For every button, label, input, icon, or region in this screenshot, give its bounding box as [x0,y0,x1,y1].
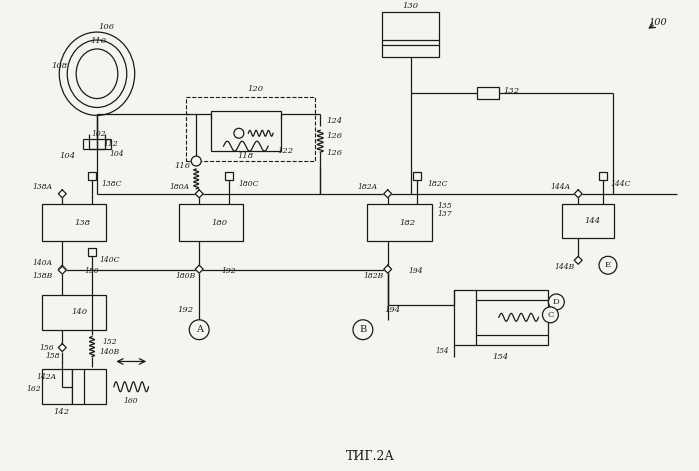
Text: 182: 182 [399,219,416,227]
Bar [382,12,439,57]
Text: 144A: 144A [550,183,570,191]
Text: 138C: 138C [101,180,122,188]
Text: ΤИГ.2А: ΤИГ.2А [345,450,394,463]
Text: 160: 160 [124,397,138,405]
Text: 126: 126 [326,149,343,157]
Bar [89,139,105,149]
Text: 192: 192 [178,306,194,314]
Bar [225,172,233,180]
Text: 140B: 140B [100,348,120,356]
Text: 150: 150 [85,267,99,275]
Polygon shape [384,190,391,198]
Bar [562,204,614,238]
Circle shape [189,320,209,340]
Bar [179,204,243,242]
Text: 140: 140 [71,309,87,317]
Text: 116: 116 [174,162,190,170]
Text: 102: 102 [92,130,106,138]
Text: A: A [196,325,203,334]
Text: 182C: 182C [427,180,447,188]
Text: 144: 144 [584,217,600,225]
Text: 100: 100 [648,17,667,27]
Circle shape [542,307,559,323]
Text: 142: 142 [54,408,70,416]
Text: 122: 122 [278,147,294,155]
Polygon shape [195,190,203,198]
Polygon shape [58,266,66,274]
Polygon shape [574,256,582,264]
Text: B: B [359,325,366,334]
Text: 124: 124 [326,117,343,125]
Bar [88,248,96,256]
Text: 126: 126 [326,132,343,140]
Text: 104: 104 [59,152,75,160]
Bar [88,172,96,180]
Text: 180C: 180C [238,180,259,188]
Text: 132: 132 [504,87,520,95]
Circle shape [549,294,564,310]
Bar [454,290,549,345]
Text: 144C: 144C [611,180,631,188]
Text: D: D [553,298,560,306]
Text: 180: 180 [211,219,227,227]
Text: 130: 130 [403,2,419,10]
Text: 104: 104 [110,150,124,158]
Text: 106: 106 [99,23,115,31]
Text: 182A: 182A [358,183,378,191]
Text: 192: 192 [222,267,236,275]
Text: 110: 110 [91,37,107,45]
Text: 180A: 180A [169,183,189,191]
Text: 194: 194 [408,267,423,275]
Text: 112: 112 [103,140,118,148]
Bar [599,172,607,180]
Text: 137: 137 [438,210,452,218]
Text: 135: 135 [438,202,452,210]
Text: E: E [605,261,611,269]
Polygon shape [195,265,203,273]
Bar [414,172,421,180]
Polygon shape [58,190,66,198]
Circle shape [192,156,201,166]
Text: C: C [547,311,554,319]
Bar [187,97,315,161]
Circle shape [599,256,617,274]
Polygon shape [58,265,66,273]
Text: 154: 154 [493,352,509,360]
Text: 152: 152 [103,338,117,346]
Circle shape [353,320,373,340]
Polygon shape [574,190,582,198]
Text: 118: 118 [238,152,254,160]
Text: 154: 154 [435,347,449,355]
Polygon shape [58,344,66,351]
Polygon shape [384,265,391,273]
Bar [368,204,432,242]
Text: 108: 108 [51,62,67,70]
Text: 162: 162 [27,385,41,393]
Text: 156: 156 [39,343,54,351]
Bar [42,204,106,242]
Bar [72,369,106,404]
Bar [42,295,106,330]
Text: 138B: 138B [32,272,52,280]
Text: 120: 120 [247,85,264,93]
Text: 144B: 144B [554,263,575,271]
Bar [42,369,72,404]
Bar [211,112,280,151]
Text: 138A: 138A [32,183,52,191]
Bar [477,87,499,98]
Text: 140A: 140A [32,259,52,267]
Text: 158: 158 [45,351,59,359]
Text: 182B: 182B [363,272,384,280]
Text: 194: 194 [384,306,401,314]
Text: 138: 138 [74,219,90,227]
Text: 142A: 142A [37,374,57,382]
Text: 180B: 180B [175,272,196,280]
Text: 140C: 140C [100,256,120,264]
